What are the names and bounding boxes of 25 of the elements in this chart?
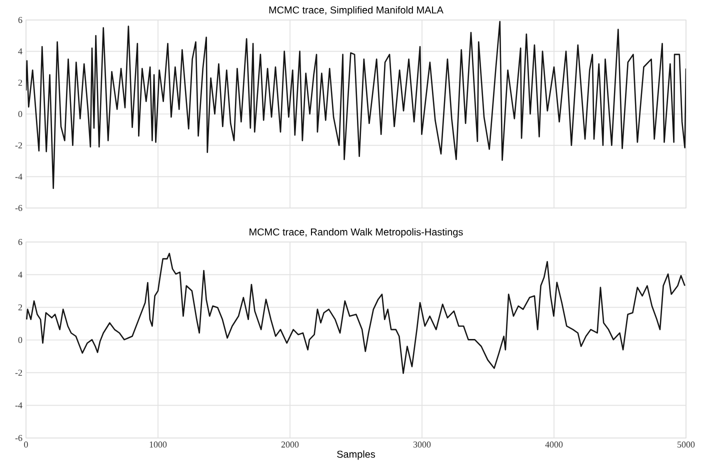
chart-title: MCMC trace, Random Walk Metropolis-Hastings bbox=[250, 228, 463, 238]
y-tick-label: -4 bbox=[15, 402, 22, 408]
line-series bbox=[26, 20, 686, 190]
x-axis-title: Samples bbox=[337, 450, 376, 460]
chart-title: MCMC trace, Simplified Manifold MALA bbox=[269, 6, 444, 16]
x-tick-label: 3000 bbox=[413, 442, 431, 448]
y-tick-label: 0 bbox=[18, 110, 22, 118]
x-tick-label: 2000 bbox=[281, 442, 299, 448]
x-tick-label: 1000 bbox=[150, 442, 167, 448]
y-tick-label: -6 bbox=[15, 204, 22, 212]
y-tick-label: 6 bbox=[18, 16, 22, 24]
y-tick-label: -6 bbox=[15, 434, 22, 442]
line-series bbox=[26, 252, 686, 374]
y-tick-label: 2 bbox=[18, 80, 22, 86]
y-tick-label: 0 bbox=[18, 336, 22, 344]
y-tick-label: 6 bbox=[18, 238, 22, 246]
y-tick-label: -2 bbox=[15, 370, 22, 376]
x-tick-label: 0 bbox=[24, 442, 28, 448]
y-tick-label: 4 bbox=[18, 48, 22, 54]
x-tick-label: 5000 bbox=[678, 442, 695, 448]
y-tick-label: 4 bbox=[18, 272, 22, 278]
x-tick-label: 4000 bbox=[545, 442, 563, 448]
y-tick-label: 2 bbox=[18, 304, 22, 310]
y-tick-label: -2 bbox=[15, 142, 22, 148]
y-tick-label: -4 bbox=[15, 174, 22, 180]
